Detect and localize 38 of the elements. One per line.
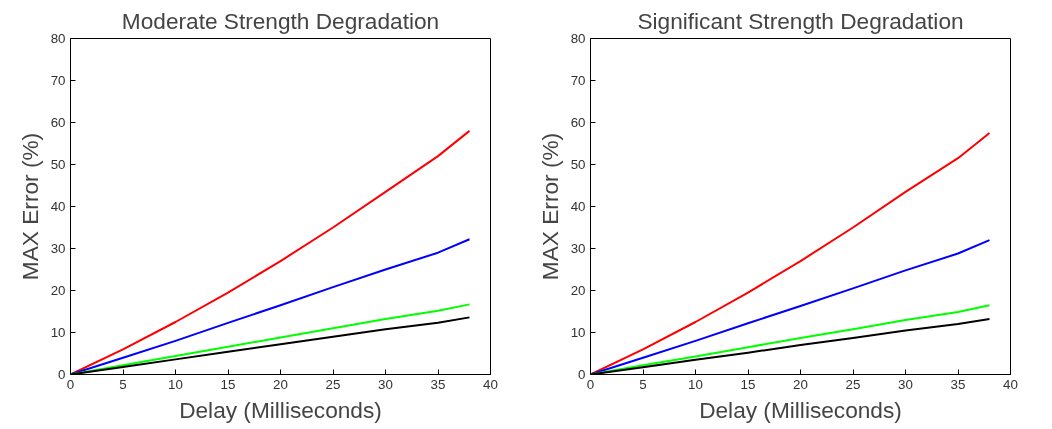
x-tick-label: 35 [950, 376, 966, 392]
x-tick-label: 15 [220, 376, 236, 392]
chart-title: Significant Strength Degradation [637, 7, 964, 34]
y-tick-label: 50 [570, 157, 586, 172]
y-tick-label: 20 [50, 283, 66, 298]
y-tick-label: 70 [50, 73, 66, 88]
y-tick-label: 40 [50, 199, 66, 214]
x-tick-label: 30 [898, 376, 913, 392]
x-tick-label: 10 [688, 376, 703, 392]
chart-title: Moderate Strength Degradation [121, 7, 440, 34]
x-tick-label: 15 [740, 376, 756, 392]
x-tick-label: 20 [793, 376, 808, 392]
x-tick-label: 25 [845, 376, 861, 392]
y-tick-label: 10 [570, 325, 586, 340]
y-tick-label: 60 [570, 115, 586, 130]
y-tick-label: 20 [570, 283, 586, 298]
y-tick-label: 30 [50, 241, 66, 256]
y-tick-label: 70 [570, 73, 586, 88]
x-tick-label: 35 [430, 376, 446, 392]
y-axis-title: MAX Error (%) [16, 132, 43, 281]
y-tick-label: 60 [50, 115, 66, 130]
x-tick-label: 40 [483, 376, 498, 392]
y-tick-label: 80 [570, 31, 586, 46]
y-tick-label: 30 [570, 241, 586, 256]
x-tick-label: 10 [168, 376, 183, 392]
x-tick-label: 40 [1003, 376, 1018, 392]
x-tick-label: 5 [119, 376, 127, 392]
x-tick-label: 30 [378, 376, 393, 392]
x-tick-label: 5 [639, 376, 647, 392]
x-tick-label: 20 [273, 376, 288, 392]
x-axis-title: Delay (Milliseconds) [179, 396, 382, 423]
y-tick-label: 80 [50, 31, 66, 46]
x-tick-label: 25 [325, 376, 341, 392]
y-tick-label: 40 [570, 199, 586, 214]
x-axis-title: Delay (Milliseconds) [699, 396, 902, 423]
y-tick-label: 10 [50, 325, 66, 340]
y-axis-title: MAX Error (%) [536, 132, 563, 281]
y-tick-label: 50 [50, 157, 66, 172]
